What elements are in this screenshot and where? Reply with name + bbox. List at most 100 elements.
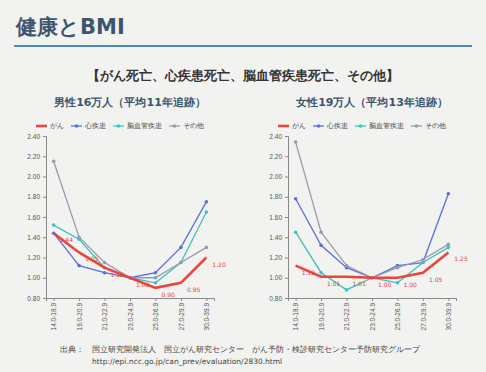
legend-swatch: [36, 125, 47, 128]
x-axis: 14.0-18.919.0-20.921.0-22.923.0-24.925.0…: [47, 298, 215, 330]
legend-label: 脳血管疾患: [127, 122, 162, 130]
y-tick: 2.00: [269, 173, 288, 180]
x-tick-label: 27.0-29.9: [177, 303, 184, 331]
legend-item: 脳血管疾患: [355, 122, 404, 130]
y-tick-mark: [43, 237, 46, 238]
x-tick-label: 30.0-39.9: [203, 303, 210, 331]
y-tick-mark: [43, 217, 46, 218]
series-marker: [103, 261, 107, 265]
x-tick-label: 21.0-22.9: [101, 303, 108, 331]
y-tick: 1.20: [269, 254, 288, 261]
x-tick: 23.0-24.9: [127, 298, 134, 330]
y-tick-label: 2.40: [27, 133, 40, 140]
y-tick-mark: [285, 258, 288, 259]
slide-title: 健康とBMI: [15, 15, 125, 39]
y-tick-label: 1.60: [27, 214, 40, 221]
series-marker: [345, 264, 349, 268]
y-tick-mark: [43, 278, 46, 279]
series-marker: [421, 258, 425, 262]
x-tick: 23.0-24.9: [369, 298, 376, 330]
y-tick-mark: [43, 177, 46, 178]
y-tick-label: 0.80: [269, 295, 282, 302]
x-tick-mark: [155, 298, 156, 301]
legend-marker: [415, 124, 419, 128]
legend-label: 心疾患: [84, 122, 106, 130]
x-tick-mark: [296, 298, 297, 301]
y-tick-label: 1.60: [269, 214, 282, 221]
y-tick-label: 2.20: [27, 153, 40, 160]
series-line: [54, 212, 207, 283]
x-tick-mark: [130, 298, 131, 301]
y-tick-mark: [285, 278, 288, 279]
y-tick-mark: [43, 136, 46, 137]
series-marker: [294, 230, 298, 234]
legend-label: 心疾患: [326, 122, 348, 130]
x-tick: 30.0-39.9: [445, 298, 452, 330]
series-marker: [447, 243, 451, 247]
series-marker: [154, 276, 158, 280]
y-tick: 2.00: [27, 173, 46, 180]
data-label: 0.95: [187, 286, 201, 293]
series-line: [296, 252, 449, 277]
y-tick-mark: [285, 237, 288, 238]
legend-item: その他: [411, 122, 446, 130]
series-marker: [52, 223, 56, 227]
series-marker: [154, 281, 158, 285]
x-tick: 14.0-18.9: [292, 298, 299, 330]
legend-item: その他: [169, 122, 204, 130]
y-tick: 1.80: [269, 193, 288, 200]
y-tick-mark: [43, 156, 46, 157]
y-tick-label: 0.80: [27, 295, 40, 302]
legend-marker: [75, 124, 79, 128]
data-label: 1.25: [85, 255, 99, 262]
x-tick-label: 21.0-22.9: [343, 303, 350, 331]
slide-subtitle: 【がん死亡、心疾患死亡、脳血管疾患死亡、その他】: [87, 68, 399, 83]
legend-item: 心疾患: [313, 122, 348, 130]
chart: 男性16万人（平均11年追跡）0.801.001.201.401.601.802…: [27, 96, 226, 330]
legend-marker: [317, 124, 321, 128]
data-label: 1.44: [60, 236, 74, 243]
plot-area: [294, 140, 450, 291]
x-tick-label: 19.0-20.9: [318, 303, 325, 331]
legend-item: 脳血管疾患: [113, 122, 162, 130]
y-tick-label: 2.40: [269, 133, 282, 140]
x-tick-label: 19.0-20.9: [76, 303, 83, 331]
data-labels: 1.121.011.011.001.001.051.25: [302, 255, 468, 287]
x-tick: 19.0-20.9: [318, 298, 325, 330]
legend-label: がん: [50, 122, 64, 130]
x-tick: 19.0-20.9: [76, 298, 83, 330]
data-label: 1.20: [212, 261, 226, 268]
series-marker: [154, 271, 158, 275]
series-line: [296, 142, 449, 278]
x-tick-label: 25.0-26.9: [394, 303, 401, 331]
y-tick-label: 1.40: [27, 234, 40, 241]
y-tick-label: 1.20: [269, 254, 282, 261]
series-line: [54, 161, 207, 277]
data-label: 1.05: [429, 276, 443, 283]
data-label: 1.01: [353, 280, 367, 287]
y-tick: 2.40: [27, 133, 46, 140]
x-tick: 27.0-29.9: [177, 298, 184, 330]
legend-label: がん: [292, 122, 306, 130]
legend-marker: [173, 124, 177, 128]
series-marker: [319, 244, 323, 248]
x-tick: 27.0-29.9: [419, 298, 426, 330]
data-label: 1.01: [327, 280, 341, 287]
x-tick-label: 25.0-26.9: [152, 303, 159, 331]
series-marker: [103, 271, 107, 275]
y-tick-mark: [43, 258, 46, 259]
y-tick-mark: [285, 298, 288, 299]
y-tick-label: 1.40: [269, 234, 282, 241]
source-url: http://epi.ncc.go.jp/can_prev/evaluation…: [92, 357, 282, 366]
series-marker: [52, 160, 56, 164]
y-tick-mark: [285, 197, 288, 198]
series-marker: [447, 192, 451, 196]
series-line: [54, 233, 207, 288]
series-line: [296, 194, 449, 278]
data-label: 1.00: [378, 281, 392, 288]
y-tick: 1.00: [269, 274, 288, 281]
x-tick-mark: [423, 298, 424, 301]
series-marker: [179, 261, 183, 265]
y-axis: 0.801.001.201.401.601.802.002.202.40: [269, 133, 288, 302]
legend-label: その他: [183, 122, 204, 130]
